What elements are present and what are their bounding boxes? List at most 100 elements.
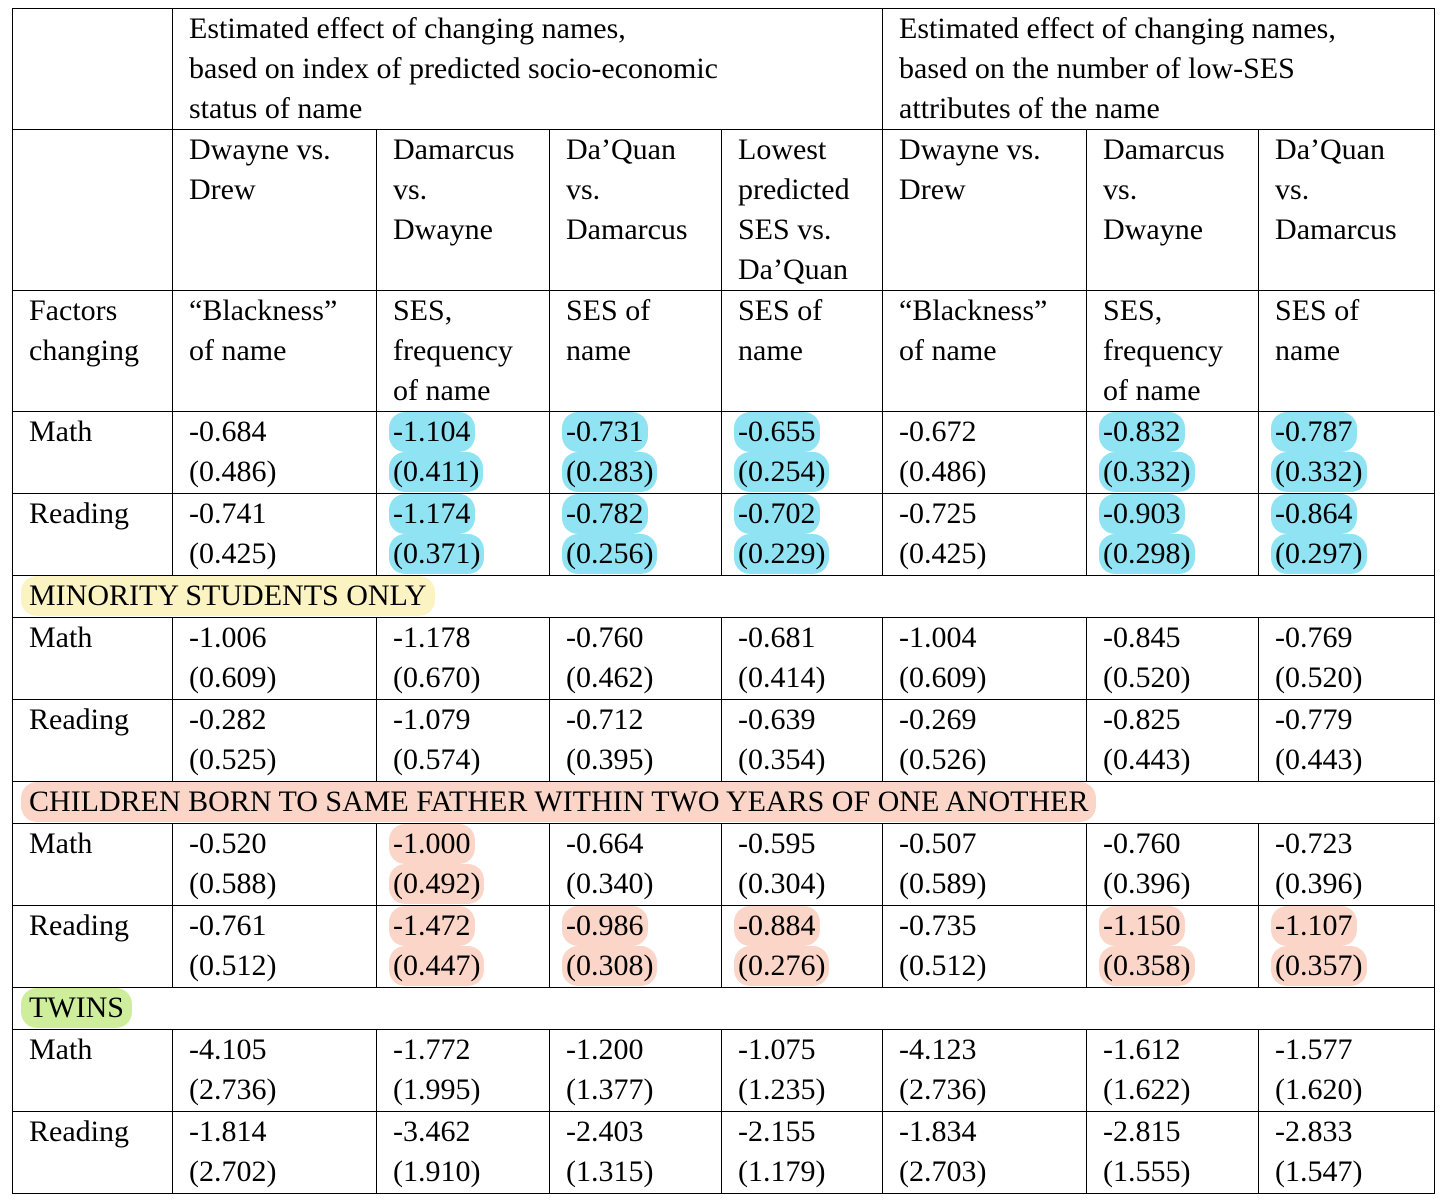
standard-error: (0.308) xyxy=(562,946,658,986)
standard-error: (0.283) xyxy=(562,452,658,492)
coefficient: -1.612 xyxy=(1103,1033,1181,1066)
estimate-cell: -2.403 (1.315) xyxy=(549,1111,722,1194)
standard-error: (2.703) xyxy=(899,1155,987,1188)
coefficient: -1.178 xyxy=(393,621,471,654)
header-line: attributes of the name xyxy=(899,92,1160,125)
coefficient: -0.761 xyxy=(189,909,267,942)
header-line: of name xyxy=(1103,374,1201,407)
comparison-header: Dwayne vs. Drew xyxy=(882,129,1088,291)
estimate-cell: -0.639 (0.354) xyxy=(720,699,884,782)
estimate-cell: -0.664 (0.340) xyxy=(549,823,722,906)
comparison-header-row: Dwayne vs. Drew Damarcus vs. Dwayne Da’Quan… xyxy=(12,129,1436,291)
comparison-header: Dwayne vs. Drew xyxy=(172,129,377,291)
estimate-cell: -4.123 (2.736) xyxy=(882,1029,1088,1112)
header-line: vs. xyxy=(1275,173,1310,206)
coefficient: -0.520 xyxy=(189,827,267,860)
estimate-cell: -0.787 (0.332) xyxy=(1258,411,1436,494)
standard-error: (0.520) xyxy=(1275,661,1363,694)
estimate-cell: -0.723 (0.396) xyxy=(1258,823,1436,906)
standard-error: (0.588) xyxy=(189,867,277,900)
row-label: Math xyxy=(12,1029,173,1112)
estimate-cell: -0.595 (0.304) xyxy=(720,823,884,906)
standard-error: (0.371) xyxy=(389,534,485,574)
standard-error: (0.443) xyxy=(1103,743,1191,776)
coefficient: -1.174 xyxy=(389,494,475,534)
factor-cell: SES of name xyxy=(549,290,722,412)
estimate-cell: -0.903 (0.298) xyxy=(1086,493,1260,576)
factor-cell: SES, frequency of name xyxy=(376,290,550,412)
coefficient: -1.000 xyxy=(389,824,475,864)
header-line: Drew xyxy=(899,173,966,206)
table-row: Math -0.520 (0.588) -1.000 (0.492) -0.664 (0.3… xyxy=(12,823,1436,906)
coefficient: -0.735 xyxy=(899,909,977,942)
standard-error: (1.315) xyxy=(566,1155,654,1188)
group-header-row: Estimated effect of changing names, based… xyxy=(12,8,1436,130)
coefficient: -1.577 xyxy=(1275,1033,1353,1066)
standard-error: (0.525) xyxy=(189,743,277,776)
section-title: MINORITY STUDENTS ONLY xyxy=(21,576,435,616)
estimate-cell: -0.832 (0.332) xyxy=(1086,411,1260,494)
estimate-cell: -0.655 (0.254) xyxy=(720,411,884,494)
standard-error: (0.425) xyxy=(189,537,277,570)
coefficient: -0.702 xyxy=(734,494,820,534)
coefficient: -1.150 xyxy=(1099,906,1185,946)
comparison-header: Da’Quan vs. Damarcus xyxy=(1258,129,1436,291)
standard-error: (0.256) xyxy=(562,534,658,574)
table-row: Reading -0.282 (0.525) -1.079 (0.574) -0.712 (… xyxy=(12,699,1436,782)
coefficient: -0.845 xyxy=(1103,621,1181,654)
section-header-cell: TWINS xyxy=(11,987,1436,1030)
standard-error: (1.235) xyxy=(738,1073,826,1106)
row-label: Math xyxy=(12,823,173,906)
header-line: SES of xyxy=(1275,294,1360,327)
section-header-row: CHILDREN BORN TO SAME FATHER WITHIN TWO … xyxy=(11,781,1436,824)
estimate-cell: -0.986 (0.308) xyxy=(549,905,722,988)
coefficient: -0.639 xyxy=(738,703,816,736)
coefficient: -2.815 xyxy=(1103,1115,1181,1148)
header-line: “Blackness” xyxy=(189,294,338,327)
group-header-low-ses-attributes: Estimated effect of changing names, based… xyxy=(882,8,1436,130)
coefficient: -1.075 xyxy=(738,1033,816,1066)
coefficient: -0.864 xyxy=(1271,494,1357,534)
comparison-header: Lowest predicted SES vs. Da’Quan xyxy=(720,129,884,291)
coefficient: -1.004 xyxy=(899,621,977,654)
standard-error: (0.276) xyxy=(734,946,830,986)
estimate-cell: -1.150 (0.358) xyxy=(1086,905,1260,988)
estimate-cell: -1.472 (0.447) xyxy=(376,905,550,988)
estimate-cell: -1.178 (0.670) xyxy=(376,617,550,700)
estimate-cell: -1.174 (0.371) xyxy=(376,493,550,576)
factors-label: Factors changing xyxy=(12,290,173,412)
coefficient: -0.672 xyxy=(899,415,977,448)
standard-error: (0.396) xyxy=(1103,867,1191,900)
estimate-cell: -1.000 (0.492) xyxy=(376,823,550,906)
coefficient: -0.269 xyxy=(899,703,977,736)
header-line: of name xyxy=(189,334,287,367)
estimate-cell: -1.834 (2.703) xyxy=(882,1111,1088,1194)
estimate-cell: -0.269 (0.526) xyxy=(882,699,1088,782)
coefficient: -0.903 xyxy=(1099,494,1185,534)
row-label: Reading xyxy=(12,493,173,576)
standard-error: (0.414) xyxy=(738,661,826,694)
coefficient: -0.723 xyxy=(1275,827,1353,860)
estimate-cell: -0.782 (0.256) xyxy=(549,493,722,576)
standard-error: (1.910) xyxy=(393,1155,481,1188)
coefficient: -0.684 xyxy=(189,415,267,448)
estimate-cell: -0.731 (0.283) xyxy=(549,411,722,494)
standard-error: (0.395) xyxy=(566,743,654,776)
standard-error: (0.589) xyxy=(899,867,987,900)
estimate-cell: -0.681 (0.414) xyxy=(720,617,884,700)
coefficient: -0.986 xyxy=(562,906,648,946)
standard-error: (0.297) xyxy=(1271,534,1367,574)
header-line: based on the number of low-SES xyxy=(899,52,1295,85)
coefficient: -0.760 xyxy=(566,621,644,654)
coefficient: -0.595 xyxy=(738,827,816,860)
standard-error: (1.555) xyxy=(1103,1155,1191,1188)
header-line: Factors xyxy=(29,294,118,327)
header-line: Da’Quan xyxy=(1275,133,1385,166)
header-line: “Blackness” xyxy=(899,294,1048,327)
coefficient: -0.712 xyxy=(566,703,644,736)
standard-error: (0.304) xyxy=(738,867,826,900)
estimate-cell: -0.741 (0.425) xyxy=(172,493,377,576)
table-row: Math -0.684 (0.486) -1.104 (0.411) -0.731 (0.2… xyxy=(12,411,1436,494)
standard-error: (1.547) xyxy=(1275,1155,1363,1188)
factor-cell: “Blackness” of name xyxy=(882,290,1088,412)
